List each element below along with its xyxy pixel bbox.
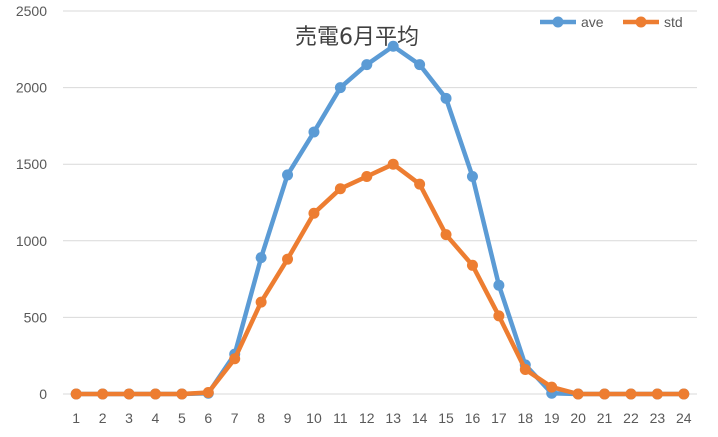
data-point: [387, 158, 399, 170]
data-point: [546, 381, 558, 393]
data-point: [202, 386, 214, 398]
y-tick-label: 1500: [16, 156, 47, 172]
x-tick-label: 24: [676, 410, 692, 426]
data-point: [440, 92, 452, 104]
legend-marker: [552, 16, 564, 28]
legend-label: ave: [581, 14, 604, 30]
data-point: [466, 170, 478, 182]
x-tick-label: 20: [570, 410, 586, 426]
series-ave: [70, 40, 690, 400]
data-point: [466, 259, 478, 271]
data-point: [123, 388, 135, 400]
x-tick-label: 6: [204, 410, 212, 426]
data-point: [334, 183, 346, 195]
x-tick-label: 21: [597, 410, 613, 426]
x-tick-label: 12: [359, 410, 375, 426]
x-tick-label: 5: [178, 410, 186, 426]
x-tick-label: 16: [465, 410, 481, 426]
data-point: [282, 253, 294, 265]
x-tick-label: 15: [438, 410, 454, 426]
data-point: [176, 388, 188, 400]
data-point: [255, 296, 267, 308]
x-tick-label: 13: [385, 410, 401, 426]
x-tick-label: 8: [257, 410, 265, 426]
x-tick-label: 1: [72, 410, 80, 426]
data-point: [651, 388, 663, 400]
x-tick-label: 17: [491, 410, 507, 426]
x-tick-label: 23: [650, 410, 666, 426]
x-tick-label: 7: [231, 410, 239, 426]
data-point: [493, 279, 505, 291]
x-tick-label: 11: [333, 410, 348, 426]
data-point: [149, 388, 161, 400]
series-line: [76, 43, 684, 397]
x-tick-label: 4: [152, 410, 160, 426]
data-point: [70, 388, 82, 400]
x-tick-label: 10: [306, 410, 322, 426]
legend-item-ave: ave: [540, 14, 604, 30]
data-point: [414, 59, 426, 71]
data-point: [97, 388, 109, 400]
data-point: [308, 207, 320, 219]
series-line: [76, 161, 684, 397]
data-point: [440, 229, 452, 241]
x-tick-label: 9: [284, 410, 292, 426]
y-tick-label: 2500: [16, 3, 47, 19]
y-tick-label: 1000: [16, 233, 47, 249]
series-std: [70, 158, 690, 400]
legend-item-std: std: [623, 14, 683, 30]
data-point: [572, 388, 584, 400]
gridlines: [63, 10, 697, 395]
x-tick-label: 2: [99, 410, 107, 426]
series-group: [70, 40, 690, 400]
data-point: [599, 388, 611, 400]
y-tick-label: 0: [39, 386, 47, 402]
data-point: [282, 169, 294, 181]
data-point: [493, 310, 505, 322]
x-tick-label: 18: [518, 410, 534, 426]
y-axis: 0 500 1000 1500 2000 2500: [16, 3, 47, 402]
legend-label: std: [664, 14, 683, 30]
data-point: [678, 388, 690, 400]
legend: ave std: [540, 14, 683, 30]
data-point: [361, 170, 373, 182]
data-point: [308, 126, 320, 138]
y-tick-label: 500: [24, 309, 48, 325]
x-tick-label: 19: [544, 410, 560, 426]
x-tick-label: 14: [412, 410, 428, 426]
x-axis: 1 2 3 4 5 6 7 8 9 10 11 12 13 14 15 16 17 18 19 20 21 22 23 24: [72, 410, 691, 426]
x-tick-label: 22: [623, 410, 639, 426]
data-point: [387, 40, 399, 52]
data-point: [625, 388, 637, 400]
x-tick-label: 3: [125, 410, 133, 426]
data-point: [334, 82, 346, 94]
data-point: [414, 178, 426, 190]
y-tick-label: 2000: [16, 80, 47, 96]
data-point: [229, 353, 241, 365]
data-point: [361, 59, 373, 71]
data-point: [519, 363, 531, 375]
chart-title: 売電6月平均: [295, 25, 419, 50]
data-point: [255, 252, 267, 264]
legend-marker: [635, 16, 647, 28]
